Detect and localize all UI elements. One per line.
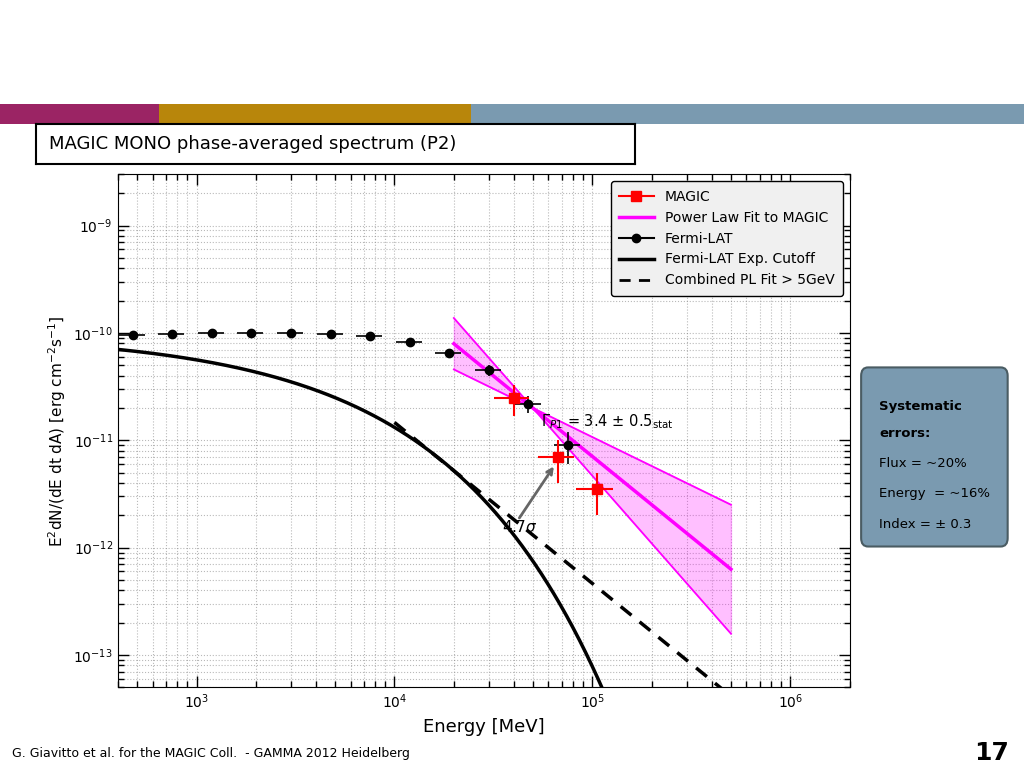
- Text: 4.7$\sigma$: 4.7$\sigma$: [502, 519, 538, 535]
- Text: Flux = ~20%: Flux = ~20%: [879, 457, 967, 470]
- FancyBboxPatch shape: [861, 367, 1008, 547]
- Text: Energy  = ~16%: Energy = ~16%: [879, 488, 990, 501]
- Text: 17: 17: [974, 741, 1009, 766]
- Text: Systematic: Systematic: [879, 399, 962, 412]
- Text: Crab Pulsar: mono observations: Crab Pulsar: mono observations: [23, 30, 926, 78]
- Text: G. Giavitto et al. for the MAGIC Coll.  - GAMMA 2012 Heidelberg: G. Giavitto et al. for the MAGIC Coll. -…: [12, 747, 411, 760]
- X-axis label: Energy [MeV]: Energy [MeV]: [423, 718, 545, 736]
- Bar: [0, 104, 159, 124]
- Legend: MAGIC, Power Law Fit to MAGIC, Fermi-LAT, Fermi-LAT Exp. Cutoff, Combined PL Fit: MAGIC, Power Law Fit to MAGIC, Fermi-LAT…: [610, 181, 843, 296]
- Bar: [471, 104, 1024, 124]
- Bar: [159, 104, 471, 124]
- Text: Index = ± 0.3: Index = ± 0.3: [879, 518, 972, 531]
- Text: MAGIC MONO phase-averaged spectrum (P2): MAGIC MONO phase-averaged spectrum (P2): [49, 135, 457, 154]
- Y-axis label: E$^2$dN/(dE dt dA) [erg cm$^{-2}$s$^{-1}$]: E$^2$dN/(dE dt dA) [erg cm$^{-2}$s$^{-1}…: [46, 315, 68, 547]
- Text: errors:: errors:: [879, 426, 931, 439]
- Text: $\Gamma_{P1}$ = 3.4 $\pm$ 0.5$_{\rm stat}$: $\Gamma_{P1}$ = 3.4 $\pm$ 0.5$_{\rm stat…: [541, 412, 674, 431]
